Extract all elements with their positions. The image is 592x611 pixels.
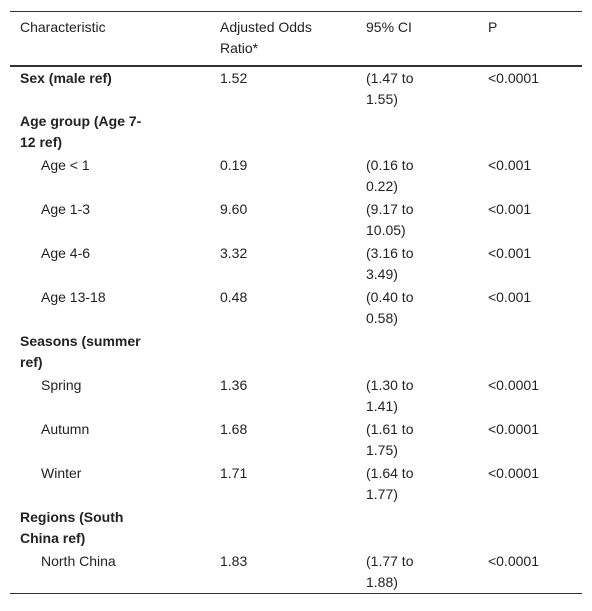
table-row: Age < 1 0.19 (0.16 to 0.22) <0.001 [10, 154, 582, 198]
cell: 1.83 [220, 552, 248, 569]
row-label: Spring [41, 376, 82, 393]
cell: 1.71 [220, 464, 248, 481]
cell: <0.0001 [488, 376, 539, 393]
cell: (1.64 to 1.77) [366, 464, 414, 502]
table-header: Characteristic Adjusted Odds Ratio* 95% CI… [10, 11, 582, 66]
cell: <0.0001 [488, 420, 539, 437]
cell: (3.16 to 3.49) [366, 244, 414, 282]
row-label: Autumn [41, 420, 90, 437]
row-label: Age 13-18 [41, 288, 106, 305]
empty-cell [356, 110, 478, 154]
column-header: Adjusted Odds Ratio* [220, 19, 312, 56]
table-row: North China 1.83 (1.77 to 1.88) <0.0001 [10, 550, 582, 594]
results-table: Characteristic Adjusted Odds Ratio* 95% CI… [10, 11, 582, 594]
cell: <0.0001 [488, 464, 539, 481]
empty-cell [478, 330, 582, 374]
cell: (0.40 to 0.58) [366, 288, 414, 326]
column-header: 95% CI [366, 19, 412, 35]
column-header: Characteristic [20, 19, 106, 35]
empty-cell [210, 110, 356, 154]
row-label: Age 4-6 [41, 244, 91, 261]
empty-cell [478, 506, 582, 550]
cell: 0.19 [220, 156, 248, 173]
cell: 1.52 [220, 69, 248, 86]
table-row: Age 4-6 3.32 (3.16 to 3.49) <0.001 [10, 242, 582, 286]
cell: (1.47 to 1.55) [366, 69, 414, 107]
table-row: Regions (South China ref) [10, 506, 582, 550]
empty-cell [478, 110, 582, 154]
row-label: Age 1-3 [41, 200, 91, 217]
empty-cell [210, 506, 356, 550]
cell: <0.001 [488, 200, 532, 217]
table-row: Autumn 1.68 (1.61 to 1.75) <0.0001 [10, 418, 582, 462]
cell: <0.0001 [488, 552, 539, 569]
table-row: Seasons (summer ref) [10, 330, 582, 374]
empty-cell [356, 330, 478, 374]
cell: (9.17 to 10.05) [366, 200, 414, 238]
cell: (1.77 to 1.88) [366, 552, 414, 590]
empty-cell [356, 506, 478, 550]
cell: <0.001 [488, 288, 532, 305]
group-label: Age group (Age 7-12 ref) [20, 112, 142, 150]
header-row: Characteristic Adjusted Odds Ratio* 95% CI… [10, 11, 582, 66]
table-body: Sex (male ref) 1.52 (1.47 to 1.55) <0.0001 A… [10, 66, 582, 594]
cell: <0.001 [488, 156, 532, 173]
table-row: Winter 1.71 (1.64 to 1.77) <0.0001 [10, 462, 582, 506]
row-label: Age < 1 [41, 156, 90, 173]
cell: 9.60 [220, 200, 248, 217]
cell: (1.61 to 1.75) [366, 420, 414, 458]
group-label: Regions (South China ref) [20, 508, 124, 546]
cell: 1.68 [220, 420, 248, 437]
table-row: Age group (Age 7-12 ref) [10, 110, 582, 154]
cell: (1.30 to 1.41) [366, 376, 414, 414]
row-label: Winter [41, 464, 82, 481]
row-label: North China [41, 552, 116, 569]
cell: 3.32 [220, 244, 248, 261]
empty-cell [210, 330, 356, 374]
cell: <0.001 [488, 244, 532, 261]
table-row: Spring 1.36 (1.30 to 1.41) <0.0001 [10, 374, 582, 418]
group-label: Sex (male ref) [20, 69, 112, 86]
cell: 0.48 [220, 288, 248, 305]
table-row: Age 1-3 9.60 (9.17 to 10.05) <0.001 [10, 198, 582, 242]
table-row: Age 13-18 0.48 (0.40 to 0.58) <0.001 [10, 286, 582, 330]
column-header: P [488, 19, 498, 35]
cell: <0.0001 [488, 69, 539, 86]
cell: (0.16 to 0.22) [366, 156, 414, 194]
table-row: Sex (male ref) 1.52 (1.47 to 1.55) <0.0001 [10, 66, 582, 110]
cell: 1.36 [220, 376, 248, 393]
group-label: Seasons (summer ref) [20, 332, 141, 370]
